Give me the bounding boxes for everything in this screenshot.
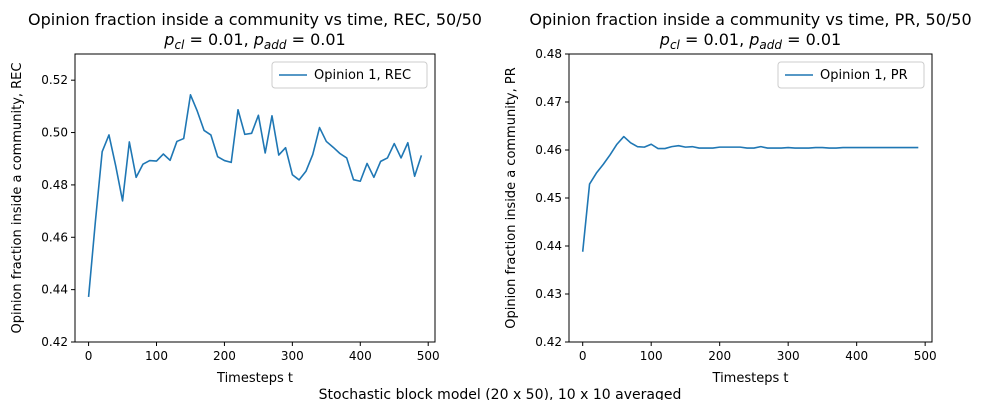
x-tick-label: 300 <box>777 349 800 363</box>
series-line <box>581 135 919 252</box>
y-tick-label: 0.43 <box>535 287 562 301</box>
subtitle-part: = 0.01 <box>782 30 841 49</box>
y-tick-label: 0.42 <box>41 335 68 349</box>
axes-frame <box>74 53 436 343</box>
x-tick-label: 100 <box>145 349 168 363</box>
x-tick-label: 400 <box>349 349 372 363</box>
x-tick-label: 0 <box>85 349 93 363</box>
legend-label: Opinion 1, PR <box>820 68 908 83</box>
x-tick-label: 200 <box>708 349 731 363</box>
y-tick-label: 0.47 <box>535 95 562 109</box>
x-tick-label: 400 <box>845 349 868 363</box>
subtitle-part: add <box>264 38 287 52</box>
subtitle-part: add <box>759 38 782 52</box>
chart-subtitle: pcl = 0.01, padd = 0.01 <box>163 30 345 52</box>
x-tick-label: 500 <box>914 349 937 363</box>
x-axis-label: Timesteps t <box>216 371 293 386</box>
figure-suptitle: Stochastic block model (20 x 50), 10 x 1… <box>319 387 682 400</box>
x-tick-label: 200 <box>213 349 236 363</box>
chart-subtitle: pcl = 0.01, padd = 0.01 <box>659 30 841 52</box>
y-tick-label: 0.48 <box>535 47 562 61</box>
right-chart: Opinion fraction inside a community vs t… <box>504 10 972 386</box>
y-tick-label: 0.48 <box>41 178 68 192</box>
y-tick-label: 0.46 <box>535 143 562 157</box>
x-tick-label: 100 <box>640 349 663 363</box>
subtitle-part: = 0.01, <box>184 30 253 49</box>
y-tick-label: 0.44 <box>41 283 68 297</box>
subtitle-part: p <box>163 30 174 49</box>
y-tick-label: 0.52 <box>41 73 68 87</box>
y-tick-label: 0.46 <box>41 230 68 244</box>
chart-title: Opinion fraction inside a community vs t… <box>529 10 971 29</box>
left-chart: Opinion fraction inside a community vs t… <box>10 10 482 386</box>
legend-box <box>777 61 925 89</box>
y-axis-label: Opinion fraction inside a community, REC <box>10 63 25 334</box>
x-tick-label: 500 <box>417 349 440 363</box>
y-tick-label: 0.50 <box>41 126 68 140</box>
subtitle-part: cl <box>670 38 681 52</box>
subtitle-part: cl <box>174 38 185 52</box>
subtitle-part: = 0.01, <box>680 30 749 49</box>
chart-title: Opinion fraction inside a community vs t… <box>28 10 482 29</box>
x-tick-label: 0 <box>579 349 587 363</box>
legend-label: Opinion 1, REC <box>314 68 411 83</box>
y-tick-label: 0.45 <box>535 191 562 205</box>
series-line <box>87 94 423 298</box>
y-tick-label: 0.44 <box>535 239 562 253</box>
y-tick-label: 0.42 <box>535 335 562 349</box>
subtitle-part: p <box>253 30 264 49</box>
x-tick-label: 300 <box>281 349 304 363</box>
y-axis-label: Opinion fraction inside a community, PR <box>504 67 519 329</box>
x-axis-label: Timesteps t <box>712 371 789 386</box>
legend-box <box>271 61 428 89</box>
subtitle-part: p <box>748 30 759 49</box>
subtitle-part: p <box>659 30 670 49</box>
subtitle-part: = 0.01 <box>287 30 346 49</box>
